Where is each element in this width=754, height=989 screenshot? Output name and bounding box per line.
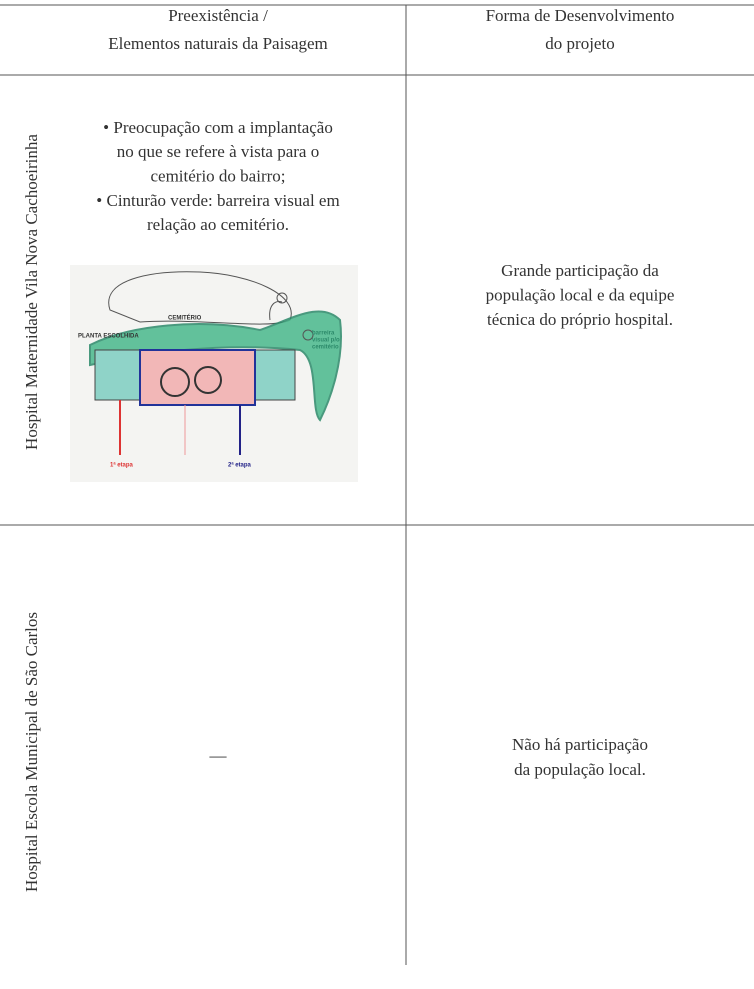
site-sketch: CEMITÉRIO PLANTA ESCOLHIDA barreiravisual … bbox=[70, 265, 358, 482]
sketch-label: visual p/o bbox=[312, 338, 340, 344]
sketch-label: CEMITÉRIO bbox=[168, 314, 202, 322]
cell-text: Não há participação bbox=[512, 735, 648, 754]
header-cell: Preexistência / bbox=[168, 6, 268, 25]
header-cell: Forma de Desenvolvimento bbox=[486, 6, 675, 25]
sketch-label: 1ª etapa bbox=[110, 462, 134, 469]
row-label: Hospital Maternidade Vila Nova Cachoeiri… bbox=[22, 134, 41, 450]
cell-text: • Preocupação com a implantação bbox=[103, 118, 333, 137]
header-cell: do projeto bbox=[545, 34, 614, 53]
sketch-label: cemitério bbox=[312, 345, 339, 351]
cell-text: cemitério do bairro; bbox=[150, 167, 285, 186]
row-label: Hospital Escola Municipal de São Carlos bbox=[22, 612, 41, 892]
cell-text: Grande participação da bbox=[501, 261, 659, 280]
header-cell: Elementos naturais da Paisagem bbox=[108, 34, 328, 53]
cell-text: relação ao cemitério. bbox=[147, 215, 289, 234]
sketch-label: PLANTA ESCOLHIDA bbox=[78, 334, 139, 340]
sketch-label: 2ª etapa bbox=[228, 462, 252, 469]
cell-text: — bbox=[209, 746, 228, 765]
cell-text: técnica do próprio hospital. bbox=[487, 310, 673, 329]
cell-text: • Cinturão verde: barreira visual em bbox=[96, 191, 339, 210]
cell-text: no que se refere à vista para o bbox=[117, 142, 319, 161]
sketch-label: barreira bbox=[312, 331, 335, 337]
cell-text: população local e da equipe bbox=[486, 285, 675, 304]
cell-text: da população local. bbox=[514, 760, 646, 779]
